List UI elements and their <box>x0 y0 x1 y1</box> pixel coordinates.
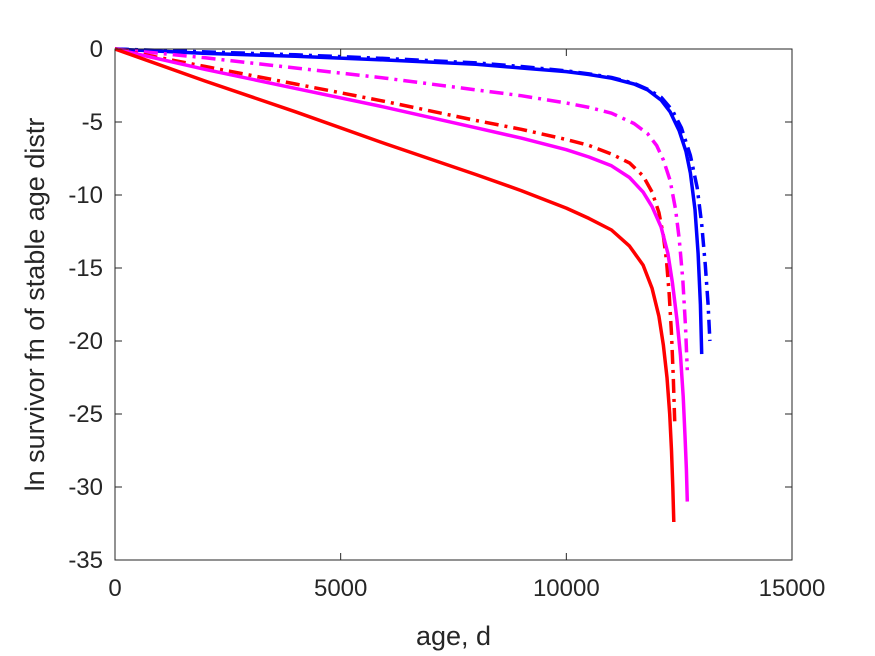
y-tick-label: 0 <box>90 36 103 63</box>
tick-layer: 0 5000 10000 15000 0 -5 -10 -15 -20 -25 -30 -35 <box>68 36 825 602</box>
series-line-5 <box>114 47 690 502</box>
y-tick-label: -30 <box>68 474 103 501</box>
series-line-4 <box>114 47 677 422</box>
x-tick-label: 0 <box>108 575 121 602</box>
y-tick-label: -5 <box>82 109 103 136</box>
y-tick-label: -10 <box>68 182 103 209</box>
y-tick-label: -15 <box>68 255 103 282</box>
plot-frame <box>114 48 793 561</box>
x-axis-label: age, d <box>416 621 491 651</box>
series-line-2 <box>114 47 712 342</box>
series-line-6 <box>114 47 676 523</box>
x-tick-label: 15000 <box>759 575 826 602</box>
x-tick-label: 5000 <box>314 575 367 602</box>
series-layer <box>114 47 712 523</box>
plot-area <box>115 49 792 560</box>
series-line-3 <box>114 47 690 371</box>
x-tick-label: 10000 <box>533 575 600 602</box>
y-tick-label: -25 <box>68 401 103 428</box>
y-axis-label: ln survivor fn of stable age distr <box>20 118 50 492</box>
y-tick-label: -35 <box>68 547 103 574</box>
y-tick-label: -20 <box>68 328 103 355</box>
